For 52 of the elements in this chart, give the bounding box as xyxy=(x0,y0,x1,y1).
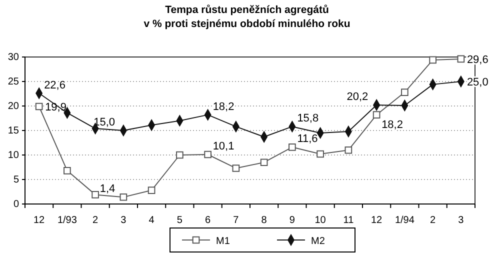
point xyxy=(401,88,408,96)
point xyxy=(429,56,436,64)
data-label: 10,1 xyxy=(212,140,234,153)
x-tick-label: 6 xyxy=(205,215,212,226)
point xyxy=(148,186,156,194)
x-tick-label: 3 xyxy=(120,215,127,226)
chart-title: Tempa růstu peněžních agregátů xyxy=(165,4,329,16)
data-label: 18,2 xyxy=(382,118,403,131)
x-tick-label: 12 xyxy=(371,215,383,226)
x-tick-label: 1/94 xyxy=(394,215,415,226)
x-tick-label: 8 xyxy=(261,215,268,226)
point xyxy=(457,55,465,63)
point xyxy=(288,144,296,151)
point xyxy=(35,102,43,110)
y-tick-label: 20 xyxy=(8,101,20,112)
x-tick-label: 9 xyxy=(289,215,296,226)
y-tick-label: 30 xyxy=(8,52,20,64)
point xyxy=(176,151,184,159)
x-tick-label: 1/93 xyxy=(57,215,78,226)
legend-label: M2 xyxy=(311,236,326,247)
y-tick-label: 10 xyxy=(8,150,20,162)
y-tick-label: 5 xyxy=(13,174,20,186)
x-tick-label: 12 xyxy=(34,215,46,226)
legend-label: M1 xyxy=(216,236,230,247)
x-tick-label: 2 xyxy=(92,215,99,226)
data-label: 18,2 xyxy=(212,100,234,113)
data-label: 15,8 xyxy=(297,112,319,125)
data-label: 11,6 xyxy=(297,133,318,146)
point xyxy=(232,164,240,172)
point xyxy=(120,193,128,201)
point xyxy=(372,111,380,118)
point xyxy=(260,158,268,166)
data-label: 22,6 xyxy=(44,79,66,92)
y-tick-label: 25 xyxy=(8,76,20,88)
x-tick-label: 11 xyxy=(343,215,354,226)
data-label: 1,4 xyxy=(100,183,116,196)
chart-subtitle: v % proti stejnému období minulého roku xyxy=(144,18,350,30)
x-tick-label: 2 xyxy=(430,215,436,226)
y-tick-label: 0 xyxy=(13,199,20,210)
point xyxy=(204,150,212,158)
x-tick-label: 4 xyxy=(148,215,155,226)
x-tick-label: 7 xyxy=(233,215,240,226)
point xyxy=(92,191,99,198)
x-tick-label: 5 xyxy=(176,215,183,226)
y-tick-label: 15 xyxy=(8,126,20,137)
point xyxy=(344,146,352,154)
point xyxy=(64,167,71,174)
point xyxy=(316,150,324,158)
x-tick-label: 3 xyxy=(458,215,464,226)
x-tick-label: 10 xyxy=(314,215,326,226)
data-label: 20,2 xyxy=(346,91,368,104)
data-label: 15,0 xyxy=(94,116,116,128)
